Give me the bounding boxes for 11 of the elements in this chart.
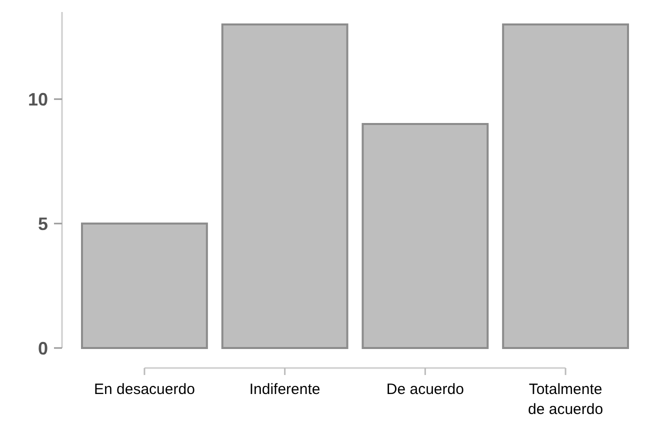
bar xyxy=(502,23,629,349)
bar xyxy=(221,23,348,349)
bar xyxy=(81,222,208,349)
y-tick-label: 10 xyxy=(28,89,48,110)
x-tick-label: Indiferente xyxy=(249,381,320,398)
y-tick-label: 5 xyxy=(38,214,48,234)
y-tick-label: 0 xyxy=(38,338,48,358)
x-tick-label: De acuerdo xyxy=(386,381,464,398)
x-tick-label: En desacuerdo xyxy=(94,381,195,398)
bar xyxy=(362,123,489,349)
x-tick-label: Totalmente de acuerdo xyxy=(528,381,604,418)
